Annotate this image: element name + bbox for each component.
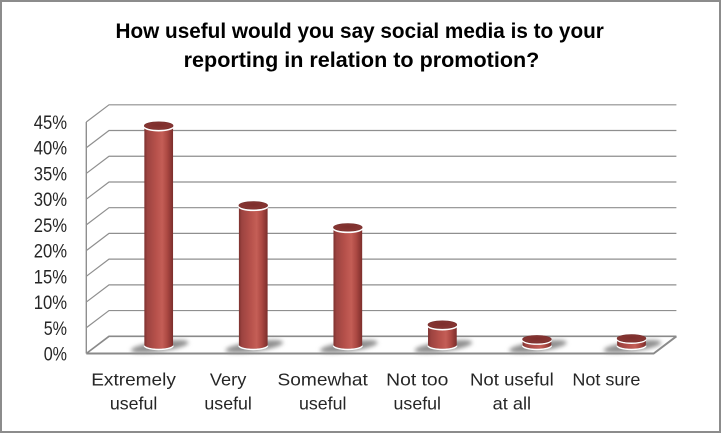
svg-text:30%: 30% [34, 190, 67, 211]
svg-text:35%: 35% [34, 164, 67, 185]
svg-text:Not too: Not too [386, 369, 448, 389]
svg-text:25%: 25% [34, 216, 67, 237]
svg-text:useful: useful [394, 394, 442, 414]
svg-text:at all: at all [493, 394, 531, 414]
svg-text:Extremely: Extremely [91, 369, 176, 389]
svg-text:5%: 5% [44, 319, 67, 340]
svg-text:useful: useful [110, 394, 158, 414]
svg-text:Very: Very [210, 369, 247, 389]
svg-text:20%: 20% [34, 242, 67, 263]
svg-text:useful: useful [204, 394, 252, 414]
svg-text:Somewhat: Somewhat [278, 369, 368, 389]
svg-text:How useful would you say socia: How useful would you say social media is… [116, 20, 604, 43]
svg-text:Not useful: Not useful [470, 369, 554, 389]
svg-text:Not sure: Not sure [572, 369, 640, 389]
svg-text:40%: 40% [34, 139, 67, 160]
svg-text:15%: 15% [34, 267, 67, 288]
svg-text:10%: 10% [34, 293, 67, 314]
svg-text:useful: useful [299, 394, 347, 414]
svg-text:0%: 0% [44, 345, 67, 366]
svg-text:reporting in relation to promo: reporting in relation to promotion? [184, 49, 540, 72]
svg-text:45%: 45% [34, 113, 67, 134]
